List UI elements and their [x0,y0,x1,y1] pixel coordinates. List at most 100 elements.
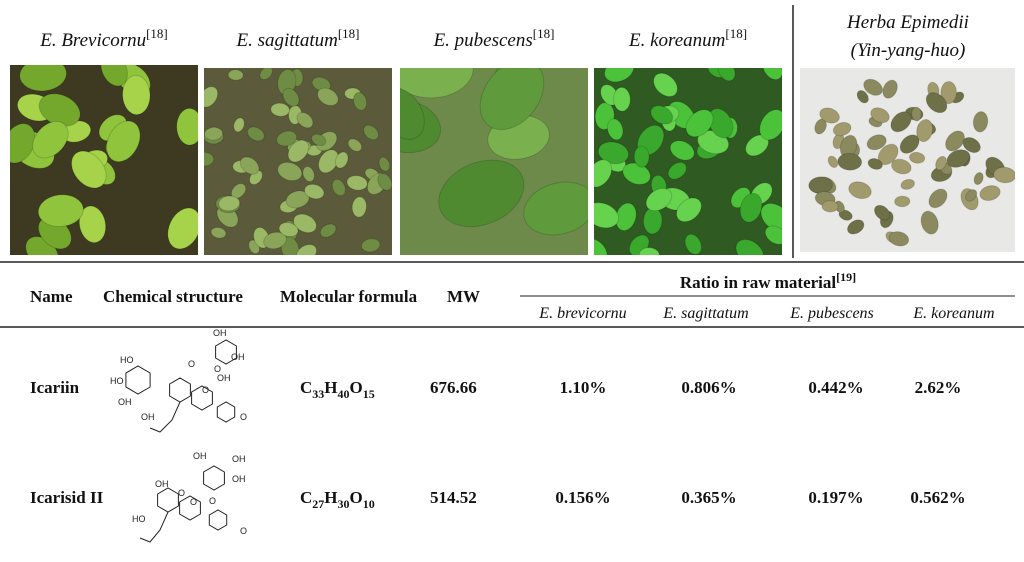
leaf [870,107,890,124]
leaf [911,106,922,122]
element: C [300,378,312,397]
ratio: 0.562% [910,488,965,507]
leaf [819,107,840,124]
atom-label: O [240,526,247,536]
leaf [908,151,926,164]
leaf [71,150,107,189]
molecular-formula: C33H40O15 [300,378,375,401]
leaf [479,68,545,131]
leaf [295,244,318,255]
leaf [935,155,948,171]
leaf [204,86,219,108]
leaf [10,123,36,164]
leaf [227,69,244,81]
photo [800,68,1015,252]
element: O [350,378,363,397]
atom-label: OH [118,397,132,407]
leaf [827,155,839,169]
leaf [78,205,107,244]
species-name: E. sagittatum [235,30,337,51]
atom-label: OH [141,412,155,422]
atom-label: O [188,359,195,369]
subscript: 33 [312,387,324,401]
atom-label: OH [232,474,246,484]
leaf [928,188,948,209]
ratio: 0.442% [808,378,863,397]
leaf [270,102,290,117]
ratio: 0.156% [555,488,610,507]
leaf [176,107,198,146]
leaf [873,204,891,221]
leaf [239,156,260,175]
leaf [945,130,965,152]
leaf [277,161,303,182]
leaf [346,175,368,191]
atom-label: OH [217,373,231,383]
ratio: 0.365% [681,488,736,507]
leaf [400,87,425,140]
atom-label: HO [132,514,146,524]
panel-caption: E. pubescens[18] [433,26,555,51]
leaf [764,225,782,245]
leaf [247,126,265,142]
ring [203,465,225,491]
leaf [735,238,765,255]
leaf [210,226,227,239]
leaf [973,172,984,186]
leaf [204,151,215,167]
leaf [319,223,337,238]
photo [204,68,392,255]
leaf [122,74,151,116]
reference: [18] [338,26,360,41]
element: O [350,488,363,507]
subscript: 40 [338,387,350,401]
element: H [324,378,337,397]
leaf [965,189,978,202]
species-name: E. pubescens [433,30,533,51]
leaf [259,68,273,81]
photo [594,68,782,255]
leaf [946,149,971,168]
leaf [847,219,865,235]
leaf [276,130,298,147]
leaf [604,68,635,83]
sub-header: E. sagittatum [662,305,748,322]
leaf [363,124,379,141]
atom-label: OH [231,352,245,362]
panel-caption: E. koreanum[18] [628,26,747,51]
atom-label: O [178,488,185,498]
leaf [888,231,910,247]
leaves [594,68,782,255]
leaf [594,202,620,229]
leaf [37,194,84,228]
ratio: 0.806% [681,378,736,397]
leaf [347,138,363,152]
sub-header: E. koreanum [912,305,994,322]
leaf [962,137,981,154]
element: C [300,488,312,507]
leaf [594,159,613,188]
panel-caption: E. sagittatum[18] [235,26,359,51]
molecular-formula: C27H30O10 [300,488,375,511]
leaf [717,68,736,82]
subscript: 27 [312,497,324,511]
side-chain [139,511,169,543]
side-chain [149,401,181,433]
leaf [821,200,839,213]
column-header: Chemical structure [103,287,243,306]
column-header: MW [447,287,480,306]
ratio: 1.10% [560,378,607,397]
atom-label: OH [193,451,207,461]
leaf [353,91,368,111]
leaf [832,121,852,137]
leaf [523,181,588,236]
leaf [645,187,673,212]
leaf [993,166,1015,184]
leaf [167,207,198,250]
leaf [891,158,912,175]
leaf [837,152,863,171]
molecular-weight: 514.52 [430,488,477,507]
species-name: E. Brevicornu [39,30,146,51]
leaf [972,111,989,133]
